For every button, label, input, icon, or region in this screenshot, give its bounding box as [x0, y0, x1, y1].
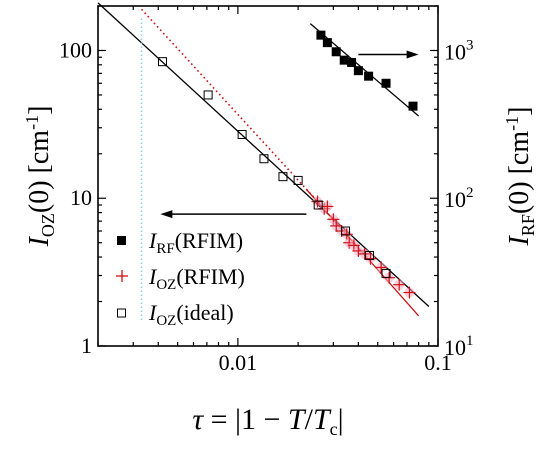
tick-labels: 0.01 0.1 1 10 100 101 102 103	[59, 37, 474, 375]
legend-label-oz-rfim: IOZ(RFIM)	[148, 264, 245, 293]
axis-ticks	[97, 5, 439, 347]
point-rf-rfim	[347, 57, 357, 67]
point-rf-rfim	[339, 55, 349, 65]
y-left-tick-label: 10	[70, 185, 92, 210]
fit-line-dotted-3	[140, 8, 325, 210]
plot-frame	[97, 5, 439, 347]
y-left-tick-label: 1	[81, 333, 92, 358]
point-rf-rfim	[408, 101, 418, 111]
y-right-tick-label: 102	[444, 185, 474, 212]
point-oz-ideal	[293, 175, 303, 185]
legend-label-oz-ideal: IOZ(ideal)	[148, 300, 234, 329]
point-oz-rfim	[321, 200, 334, 213]
point-oz-rfim	[375, 261, 388, 274]
legend-marker-open-square	[117, 308, 126, 318]
legend-label-rf-rfim: IRF(RFIM)	[148, 228, 243, 257]
point-oz-ideal	[313, 200, 323, 210]
point-rf-rfim	[364, 71, 374, 81]
y-left-tick-label: 100	[59, 37, 92, 62]
point-oz-ideal	[157, 57, 167, 67]
point-oz-ideal	[259, 154, 269, 164]
point-rf-rfim	[331, 47, 341, 57]
y-right-tick-label: 101	[444, 333, 474, 360]
x-tick-label: 0.01	[219, 350, 258, 375]
legend: IRF(RFIM) IOZ(RFIM) IOZ(ideal)	[116, 228, 245, 329]
point-oz-ideal	[278, 172, 288, 182]
point-oz-rfim	[403, 286, 416, 299]
y-right-tick-label: 103	[444, 37, 474, 64]
fit-line-solid-1	[309, 23, 420, 117]
point-rf-rfim	[353, 66, 363, 76]
x-axis-title: τ = |1 − T/Tc|	[192, 403, 343, 439]
point-oz-ideal	[237, 130, 247, 140]
point-rf-rfim	[316, 30, 326, 40]
point-rf-rfim	[381, 78, 391, 88]
x-tick-label: 0.1	[424, 350, 452, 375]
point-oz-ideal	[365, 250, 375, 260]
legend-marker-plus	[116, 270, 128, 282]
point-oz-rfim	[393, 278, 406, 291]
point-oz-rfim	[311, 195, 324, 208]
arrow-to-left-axis	[160, 210, 307, 219]
point-oz-ideal	[341, 226, 351, 236]
point-oz-ideal	[203, 90, 213, 100]
plot-content	[97, 2, 430, 320]
point-rf-rfim	[322, 38, 332, 48]
y-axis-right-title: IRF(0) [cm-1]	[502, 107, 538, 247]
arrow-to-right-axis	[358, 50, 419, 59]
y-axis-left-title: IOZ(0) [cm-1]	[22, 106, 58, 248]
legend-marker-filled-square	[117, 236, 126, 245]
point-oz-ideal	[381, 268, 391, 278]
point-oz-rfim	[364, 252, 377, 265]
